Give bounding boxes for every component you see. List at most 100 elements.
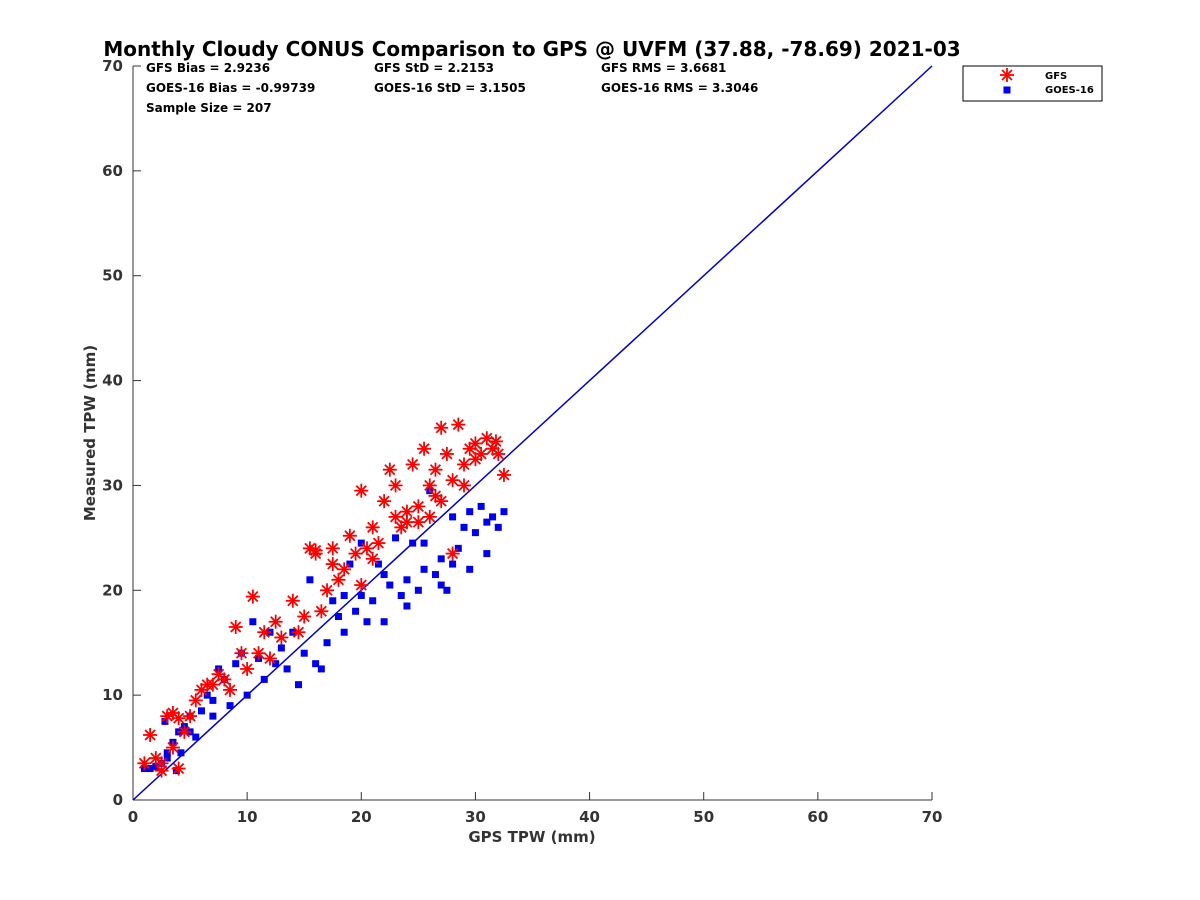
x-tick-label: 10 <box>237 808 258 826</box>
gfs-point <box>488 434 503 449</box>
goes16-point <box>312 660 320 668</box>
legend-gfs-marker <box>1000 68 1014 82</box>
goes16-point <box>272 660 280 668</box>
gfs-point <box>171 761 186 776</box>
y-tick-label: 30 <box>102 476 123 494</box>
gfs-point <box>320 583 335 598</box>
goes16-point <box>352 607 360 615</box>
x-axis-label: GPS TPW (mm) <box>468 828 595 846</box>
gfs-point <box>240 661 255 676</box>
stat-sample-size: Sample Size = 207 <box>146 101 272 115</box>
y-tick-label: 40 <box>102 372 123 390</box>
goes16-point <box>203 691 211 699</box>
goes16-point <box>209 696 217 704</box>
gfs-point <box>411 499 426 514</box>
gfs-point <box>285 593 300 608</box>
gfs-point <box>183 709 198 724</box>
gfs-point <box>314 604 329 619</box>
gfs-point <box>365 551 380 566</box>
gfs-point <box>445 473 460 488</box>
goes16-point <box>409 539 417 547</box>
gfs-point <box>143 727 158 742</box>
y-tick-label: 60 <box>102 162 123 180</box>
gfs-point <box>188 693 203 708</box>
goes16-point <box>346 560 354 568</box>
goes16-point <box>454 544 462 552</box>
goes16-point <box>414 586 422 594</box>
gfs-point <box>422 478 437 493</box>
gfs-point <box>434 420 449 435</box>
goes16-point <box>471 529 479 537</box>
goes16-point <box>437 581 445 589</box>
x-tick-label: 30 <box>465 808 486 826</box>
goes16-point <box>431 571 439 579</box>
goes16-point <box>192 733 200 741</box>
gfs-point <box>354 578 369 593</box>
stat-goes-std: GOES-16 StD = 3.1505 <box>374 81 526 95</box>
gfs-point <box>268 614 283 629</box>
stats-block: GFS Bias = 2.9236 GOES-16 Bias = -0.9973… <box>146 61 758 115</box>
gfs-point <box>262 651 277 666</box>
goes16-point <box>197 707 205 715</box>
goes16-point <box>146 765 154 773</box>
x-tick-label: 40 <box>579 808 600 826</box>
gfs-point <box>445 546 460 561</box>
goes16-point <box>243 691 251 699</box>
gfs-point <box>308 543 323 558</box>
gfs-point <box>137 756 152 771</box>
x-tick-label: 60 <box>807 808 828 826</box>
goes16-point <box>277 644 285 652</box>
legend-goes16-marker <box>1003 86 1011 94</box>
gfs-point <box>382 462 397 477</box>
goes16-point <box>437 555 445 563</box>
y-tick-label: 50 <box>102 267 123 285</box>
gfs-point <box>399 515 414 530</box>
goes16-point <box>161 717 169 725</box>
gfs-point <box>160 709 175 724</box>
goes16-point <box>300 649 308 657</box>
gfs-point <box>388 478 403 493</box>
goes16-point <box>177 749 185 757</box>
goes16-point <box>323 639 331 647</box>
chart-title: Monthly Cloudy CONUS Comparison to GPS @… <box>103 37 960 61</box>
goes16-point <box>317 665 325 673</box>
stat-goes-bias: GOES-16 Bias = -0.99739 <box>146 81 315 95</box>
gfs-point <box>348 546 363 561</box>
gfs-point <box>234 646 249 661</box>
goes16-point <box>226 702 234 710</box>
y-axis-ticks: 0 10 20 30 40 50 60 70 <box>102 57 141 809</box>
gfs-point <box>171 711 186 726</box>
gfs-point <box>359 541 374 556</box>
gfs-point <box>177 724 192 739</box>
goes16-point <box>340 628 348 636</box>
gfs-point <box>165 740 180 755</box>
stat-gfs-rms: GFS RMS = 3.6681 <box>601 61 726 75</box>
gfs-point <box>331 572 346 587</box>
goes16-point <box>477 502 485 510</box>
x-tick-label: 70 <box>922 808 943 826</box>
goes16-point <box>494 523 502 531</box>
gfs-point <box>342 528 357 543</box>
gfs-point <box>154 763 169 778</box>
gfs-point <box>417 441 432 456</box>
goes16-point <box>283 665 291 673</box>
goes16-point <box>483 518 491 526</box>
gfs-point <box>457 478 472 493</box>
goes16-point <box>249 618 257 626</box>
legend-goes16-square <box>1003 86 1011 94</box>
goes16-point <box>466 508 474 516</box>
y-tick-label: 0 <box>113 791 123 809</box>
goes16-point <box>403 576 411 584</box>
goes16-point <box>386 581 394 589</box>
gfs-point <box>257 625 272 640</box>
gfs-point <box>223 682 238 697</box>
gfs-point <box>377 494 392 509</box>
goes16-point <box>380 571 388 579</box>
goes16-point <box>489 513 497 521</box>
gfs-point <box>251 646 266 661</box>
y-tick-label: 10 <box>102 686 123 704</box>
goes16-point <box>369 597 377 605</box>
goes16-point <box>357 592 365 600</box>
